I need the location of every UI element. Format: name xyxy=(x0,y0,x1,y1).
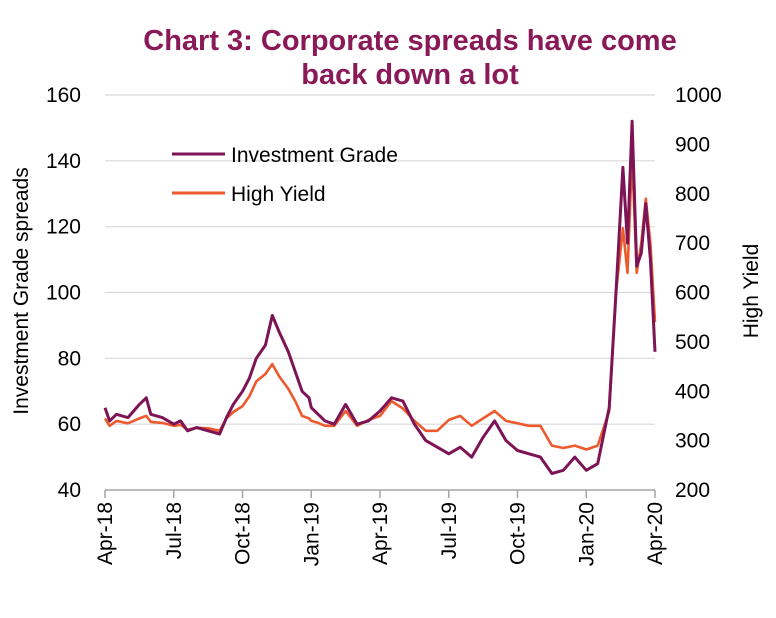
y-left-tick-label: 80 xyxy=(58,347,81,370)
y-left-axis-title: Investment Grade spreads xyxy=(10,167,33,414)
x-tick-label: Jan-19 xyxy=(300,502,323,566)
y-left-tick-label: 60 xyxy=(58,413,81,436)
x-tick-label: Apr-19 xyxy=(369,502,392,565)
y-left-ticks: 40 60 80 100 120 140 160 xyxy=(46,84,81,502)
y-right-tick-label: 600 xyxy=(675,282,710,305)
x-tick-label: Apr-18 xyxy=(94,502,117,565)
x-tick-label: Jul-18 xyxy=(163,502,186,559)
y-right-tick-label: 200 xyxy=(675,479,710,502)
x-tick-label: Jan-20 xyxy=(575,502,598,566)
chart-title: Chart 3: Corporate spreads have come bac… xyxy=(90,24,730,92)
y-right-tick-label: 300 xyxy=(675,430,710,453)
y-right-tick-label: 400 xyxy=(675,380,710,403)
x-tick-label: Jul-19 xyxy=(438,502,461,559)
y-left-tick-label: 40 xyxy=(58,479,81,502)
legend-label-investment-grade: Investment Grade xyxy=(231,144,398,167)
legend-label-high-yield: High Yield xyxy=(231,183,326,206)
gridlines xyxy=(105,94,655,425)
y-right-tick-label: 900 xyxy=(675,133,710,156)
chart-title-line-1: Chart 3: Corporate spreads have come xyxy=(143,25,677,57)
series-layer xyxy=(103,119,657,475)
x-tick-label: Oct-19 xyxy=(507,502,530,565)
y-right-tick-label: 700 xyxy=(675,232,710,255)
chart-title-line-2: back down a lot xyxy=(301,59,519,91)
y-right-ticks: 200 300 400 500 600 700 800 900 1000 xyxy=(675,84,722,502)
series-line-investment-grade xyxy=(103,119,657,475)
y-left-tick-label: 120 xyxy=(46,216,81,239)
x-tick-label: Apr-20 xyxy=(644,502,667,565)
x-tick-label: Oct-18 xyxy=(232,502,255,565)
y-right-tick-label: 500 xyxy=(675,331,710,354)
y-left-tick-label: 140 xyxy=(46,150,81,173)
y-left-tick-label: 100 xyxy=(46,282,81,305)
series-line-high-yield xyxy=(103,153,657,451)
y-left-tick-label: 160 xyxy=(46,84,81,107)
y-right-axis-title: High Yield xyxy=(740,244,763,339)
legend: Investment Grade High Yield xyxy=(172,144,398,206)
y-right-tick-label: 800 xyxy=(675,183,710,206)
y-right-tick-label: 1000 xyxy=(675,84,722,107)
x-ticks: Apr-18 Jul-18 Oct-18 Jan-19 Apr-19 Jul-19 Oct-… xyxy=(94,490,667,566)
